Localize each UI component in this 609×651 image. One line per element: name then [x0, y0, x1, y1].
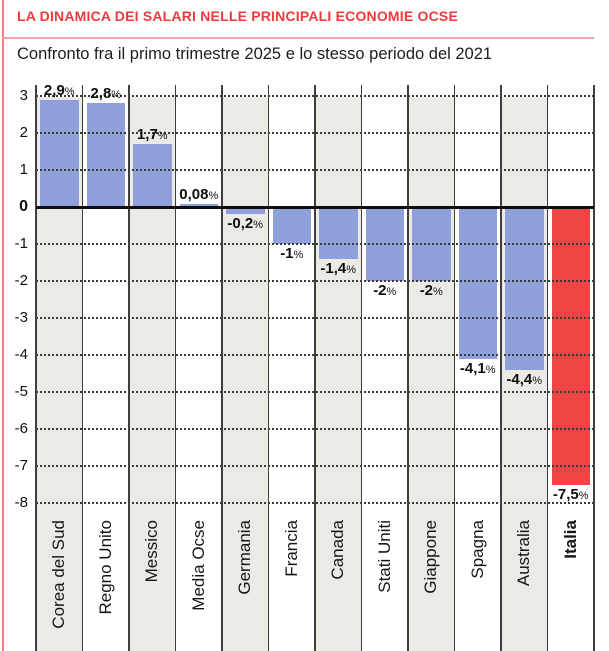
value-label: 2,8% — [90, 85, 122, 103]
percent-sign: % — [293, 249, 304, 261]
percent-sign: % — [208, 190, 219, 203]
column-band — [175, 97, 222, 651]
bar — [226, 207, 265, 215]
percent-sign: % — [346, 263, 357, 276]
bar — [40, 99, 79, 207]
column-band — [501, 97, 548, 651]
column-band — [408, 97, 455, 651]
bar — [86, 103, 125, 207]
bar — [272, 207, 311, 244]
y-tick-label: -6 — [14, 420, 28, 437]
percent-sign: % — [578, 489, 589, 502]
value-label: -4,1% — [459, 359, 496, 377]
value-label: 0,08% — [179, 186, 219, 204]
bar — [319, 207, 358, 259]
y-tick-label: 2 — [19, 124, 28, 141]
band-separator — [81, 85, 84, 651]
band-separator — [221, 85, 223, 651]
percent-sign: % — [253, 219, 264, 232]
figure-left-border — [2, 0, 4, 651]
value-label: -1% — [280, 245, 304, 262]
percent-sign: % — [433, 286, 443, 298]
percent-sign: % — [157, 130, 168, 143]
column-band — [454, 97, 501, 651]
category-label: Stati Uniti — [374, 520, 394, 593]
y-tick-label: -2 — [14, 272, 28, 289]
percent-sign: % — [111, 89, 122, 102]
value-label: -1,4% — [320, 259, 357, 277]
category-label: Spagna — [467, 520, 487, 579]
chart-title: LA DINAMICA DEI SALARI NELLE PRINCIPALI … — [17, 8, 458, 24]
column-band — [361, 97, 408, 651]
y-tick-label: -1 — [14, 235, 28, 252]
column-band — [222, 97, 269, 651]
band-separator — [546, 85, 549, 651]
value-label: -2% — [419, 282, 443, 299]
y-tick-label: 1 — [19, 161, 28, 178]
y-tick-label: -7 — [14, 457, 28, 474]
category-label: Australia — [514, 520, 534, 587]
category-label: Canada — [328, 520, 348, 580]
y-tick-label: -3 — [14, 309, 28, 326]
category-label: Regno Unito — [95, 520, 115, 615]
bar-highlight — [551, 207, 590, 485]
value-label: 2,9% — [43, 81, 75, 99]
band-separator — [35, 85, 37, 651]
bar — [505, 207, 544, 370]
category-label: Corea del Sud — [49, 520, 69, 629]
bar — [458, 207, 497, 359]
value-label: -7,5% — [552, 485, 589, 503]
band-separator — [128, 85, 130, 651]
value-label: -0,2% — [227, 215, 264, 233]
category-label: Media Ocse — [188, 520, 208, 611]
band-separator — [267, 85, 270, 651]
category-label: Messico — [142, 520, 162, 583]
value-label: -2% — [373, 282, 397, 299]
zero-axis-line — [36, 205, 594, 209]
value-label: -4,4% — [506, 370, 543, 388]
chart-subtitle: Confronto fra il primo trimestre 2025 e … — [17, 45, 493, 63]
y-tick-label: -4 — [14, 346, 28, 363]
y-tick-label: 0 — [19, 198, 28, 215]
column-band — [315, 97, 362, 651]
percent-sign: % — [64, 85, 75, 98]
band-separator — [360, 85, 363, 651]
band-separator — [174, 85, 177, 651]
bar — [133, 144, 172, 207]
band-separator — [314, 85, 316, 651]
band-separator — [593, 85, 595, 651]
percent-sign: % — [485, 363, 496, 376]
y-tick-label: -8 — [14, 494, 28, 511]
category-label: Germania — [235, 520, 255, 595]
y-tick-label: -5 — [14, 383, 28, 400]
percent-sign: % — [532, 374, 543, 387]
title-rule — [2, 37, 594, 39]
category-label: Giappone — [421, 520, 441, 594]
band-separator — [407, 85, 409, 651]
band-separator — [453, 85, 456, 651]
band-separator — [500, 85, 502, 651]
category-label: Francia — [281, 520, 301, 577]
category-label: Italia — [560, 520, 580, 559]
y-tick-label: 3 — [19, 87, 28, 104]
value-label: 1,7% — [136, 126, 168, 144]
column-band — [268, 97, 315, 651]
percent-sign: % — [386, 286, 397, 298]
